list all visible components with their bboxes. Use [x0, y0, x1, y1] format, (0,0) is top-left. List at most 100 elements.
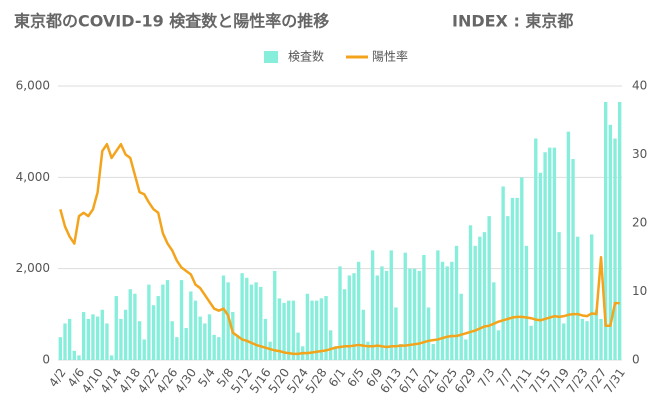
- bar: [482, 232, 487, 360]
- bar: [212, 334, 216, 360]
- bar: [580, 318, 585, 360]
- bar: [147, 284, 151, 360]
- bar: [324, 296, 328, 360]
- bar: [557, 232, 561, 360]
- bar: [389, 250, 393, 360]
- bar: [319, 298, 324, 360]
- bar: [119, 318, 123, 360]
- x-tick-label: 6/5: [344, 366, 367, 390]
- bar: [468, 225, 473, 360]
- bar: [548, 147, 552, 360]
- bar: [566, 131, 571, 360]
- y2-tick-label: 10: [632, 284, 647, 298]
- y-tick-label: 0: [42, 353, 50, 367]
- bar: [268, 341, 272, 360]
- bar: [361, 309, 365, 360]
- bar: [571, 159, 575, 360]
- bar: [375, 275, 379, 360]
- bar: [156, 296, 160, 360]
- bar: [263, 318, 268, 360]
- bar: [315, 300, 319, 360]
- x-tick-label: 7/3: [475, 366, 498, 390]
- bar: [403, 252, 407, 360]
- bar: [412, 268, 417, 360]
- bar: [445, 266, 449, 360]
- bar: [259, 286, 263, 360]
- bar: [193, 300, 198, 360]
- bar: [114, 296, 118, 360]
- bar: [123, 309, 128, 360]
- bar: [291, 300, 296, 360]
- bar: [492, 282, 496, 360]
- bar: [328, 330, 333, 360]
- bar: [506, 216, 510, 360]
- bar: [496, 330, 501, 360]
- bar: [440, 261, 445, 360]
- bar: [133, 293, 137, 360]
- bar: [464, 339, 468, 360]
- bar: [398, 344, 403, 360]
- bar: [599, 318, 603, 360]
- bar: [95, 316, 100, 360]
- bar: [137, 321, 142, 360]
- bar: [347, 275, 352, 360]
- bar: [235, 334, 240, 360]
- bar: [604, 101, 608, 360]
- bar: [105, 323, 109, 360]
- y-tick-label: 6,000: [16, 79, 50, 93]
- x-tick-label: 4/2: [46, 366, 69, 390]
- bar: [305, 293, 310, 360]
- bar: [100, 309, 104, 360]
- bar: [342, 289, 347, 360]
- bar: [72, 350, 76, 360]
- bar: [520, 177, 524, 360]
- bar: [524, 245, 529, 360]
- bar: [203, 323, 207, 360]
- legend-label: 陽性率: [372, 49, 408, 64]
- bar: [366, 341, 370, 360]
- y2-tick-label: 20: [632, 216, 647, 230]
- bar: [245, 277, 249, 360]
- bar: [217, 337, 221, 360]
- bar: [63, 323, 67, 360]
- bar: [277, 298, 282, 360]
- bar: [333, 346, 338, 360]
- bar: [431, 344, 435, 360]
- bar: [338, 266, 342, 360]
- bar: [608, 124, 613, 360]
- bar: [179, 280, 184, 360]
- chart-title: 東京都のCOVID-19 検査数と陽性率の推移: [14, 12, 329, 31]
- bar: [161, 284, 165, 360]
- bar: [515, 197, 519, 360]
- bar: [534, 138, 538, 360]
- bar: [310, 300, 314, 360]
- y2-tick-label: 0: [632, 353, 640, 367]
- bar: [81, 312, 86, 360]
- bar: [356, 261, 361, 360]
- bar: [189, 291, 193, 360]
- bar: [77, 355, 81, 360]
- bar: [394, 307, 398, 360]
- bar: [543, 152, 547, 360]
- bar: [296, 332, 300, 360]
- bar: [487, 216, 491, 360]
- bar: [165, 280, 170, 360]
- bar: [175, 337, 179, 360]
- bar: [408, 268, 412, 360]
- bar: [436, 250, 440, 360]
- legend-swatch: [264, 51, 278, 63]
- bar: [282, 302, 286, 360]
- bar: [454, 245, 459, 360]
- bar: [128, 289, 132, 360]
- bar: [91, 314, 95, 360]
- bar: [562, 323, 566, 360]
- bar: [86, 318, 90, 360]
- bar: [109, 355, 114, 360]
- bar: [552, 147, 557, 360]
- bar: [287, 300, 291, 360]
- bar: [352, 273, 356, 360]
- bar: [231, 312, 235, 360]
- x-tick-label: 5/4: [195, 366, 218, 390]
- bar: [384, 270, 389, 360]
